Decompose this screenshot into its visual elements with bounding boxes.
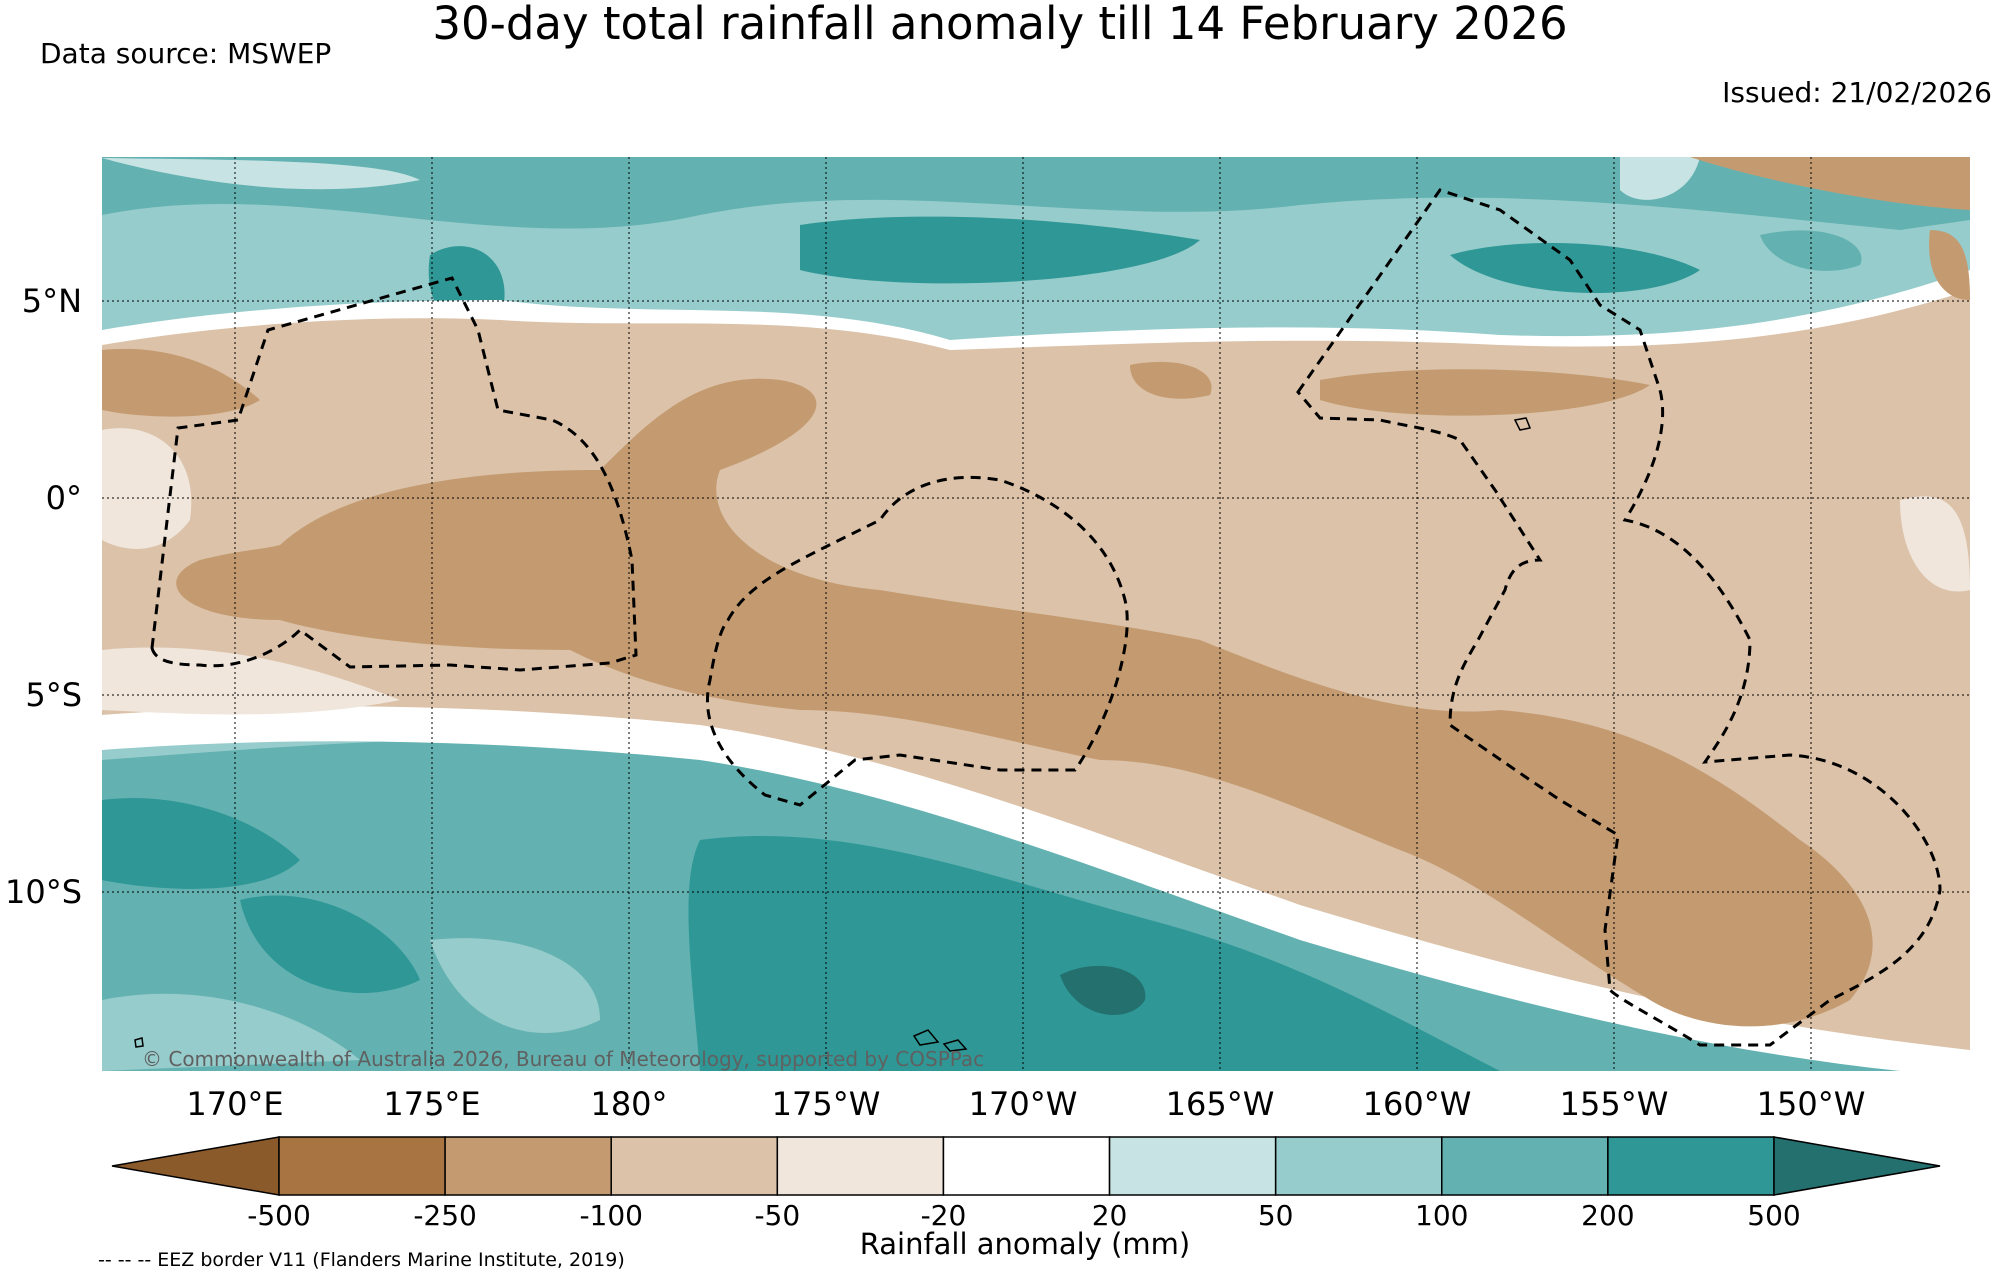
colorbar-tick-label: 50	[1258, 1199, 1294, 1232]
colorbar-extend-high	[1773, 1136, 1941, 1196]
colorbar-swatch	[776, 1136, 945, 1196]
colorbar-tick-label: -100	[579, 1199, 643, 1232]
lon-label: 175°E	[383, 1085, 480, 1123]
colorbar-labels: -500 -250 -100 -50 -20 20 50 100 200 500	[247, 1199, 1801, 1232]
colorbar-tick-label: -50	[754, 1199, 800, 1232]
graticule	[102, 157, 1970, 1071]
copyright-notice: © Commonwealth of Australia 2026, Bureau…	[142, 1047, 984, 1071]
colorbar-tick-label: -250	[413, 1199, 477, 1232]
lon-label: 160°W	[1363, 1085, 1472, 1123]
anomaly-field	[102, 157, 1970, 1071]
data-source-label: Data source: MSWEP	[40, 37, 332, 70]
colorbar-tick-label: 500	[1747, 1199, 1800, 1232]
lon-label: 170°E	[186, 1085, 283, 1123]
lon-label: 150°W	[1757, 1085, 1866, 1123]
lat-label: 10°S	[5, 873, 82, 911]
issued-date-label: Issued: 21/02/2026	[1722, 76, 1992, 109]
colorbar-swatch	[942, 1136, 1111, 1196]
lon-label: 175°W	[772, 1085, 881, 1123]
eez-footnote: -- -- -- EEZ border V11 (Flanders Marine…	[98, 1249, 625, 1271]
map-title: 30-day total rainfall anomaly till 14 Fe…	[432, 0, 1568, 50]
colorbar-tick-label: 200	[1581, 1199, 1634, 1232]
colorbar-swatch	[1274, 1136, 1443, 1196]
colorbar-title: Rainfall anomaly (mm)	[860, 1227, 1191, 1261]
lon-label: 155°W	[1560, 1085, 1669, 1123]
longitude-labels: 170°E 175°E 180° 175°W 170°W 165°W 160°W…	[186, 1085, 1865, 1123]
colorbar-swatch	[1108, 1136, 1277, 1196]
colorbar-tick-label: 20	[1092, 1199, 1128, 1232]
latitude-labels: 5°N 0° 5°S 10°S	[5, 282, 82, 911]
lat-label: 5°N	[22, 282, 82, 320]
colorbar-swatch	[1607, 1136, 1775, 1196]
colorbar-swatch	[1441, 1136, 1609, 1196]
colorbar-swatch	[278, 1136, 446, 1196]
colorbar-tick-label: -20	[921, 1199, 967, 1232]
colorbar-tick-label: -500	[247, 1199, 311, 1232]
colorbar-swatch	[610, 1136, 779, 1196]
colorbar-tick-label: 100	[1415, 1199, 1468, 1232]
lon-label: 180°	[590, 1085, 667, 1123]
colorbar-swatch	[444, 1136, 612, 1196]
eez-borders	[150, 188, 1942, 1047]
island-outlines	[134, 417, 1532, 1052]
lon-label: 170°W	[969, 1085, 1078, 1123]
lat-label: 0°	[46, 479, 82, 517]
lat-label: 5°S	[25, 676, 82, 714]
colorbar-extend-low	[111, 1136, 280, 1196]
lon-label: 165°W	[1166, 1085, 1275, 1123]
colorbar-swatches	[111, 1136, 1941, 1196]
